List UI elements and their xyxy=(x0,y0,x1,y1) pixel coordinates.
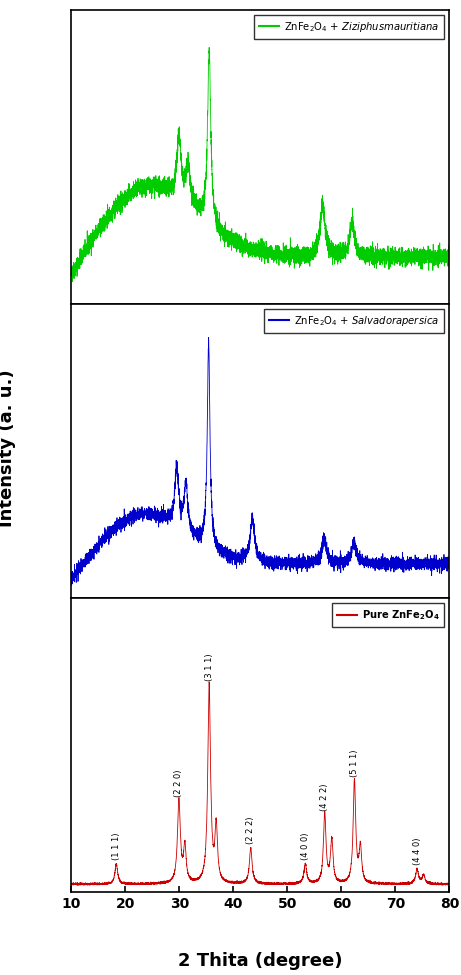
Legend: $\bf{Pure\ ZnFe_2O_4}$: $\bf{Pure\ ZnFe_2O_4}$ xyxy=(331,603,444,627)
Text: (5 1 1): (5 1 1) xyxy=(350,750,359,777)
Legend: ZnFe$_2$O$_4$ + $\it{Ziziphus mauritiana}$: ZnFe$_2$O$_4$ + $\it{Ziziphus mauritiana… xyxy=(254,15,444,39)
Text: (4 0 0): (4 0 0) xyxy=(301,833,310,860)
Text: 2 Thita (degree): 2 Thita (degree) xyxy=(178,953,343,970)
Text: (2 2 2): (2 2 2) xyxy=(246,817,255,844)
Legend: ZnFe$_2$O$_4$ + $\it{Salvadora persica}$: ZnFe$_2$O$_4$ + $\it{Salvadora persica}$ xyxy=(265,309,444,332)
Text: (4 4 0): (4 4 0) xyxy=(413,838,421,865)
Text: (2 2 0): (2 2 0) xyxy=(174,769,183,797)
Text: Intensity (a. u.): Intensity (a. u.) xyxy=(0,370,16,527)
Text: (4 2 2): (4 2 2) xyxy=(320,783,329,810)
Text: (1 1 1): (1 1 1) xyxy=(112,833,121,860)
Text: (3 1 1): (3 1 1) xyxy=(205,654,213,682)
